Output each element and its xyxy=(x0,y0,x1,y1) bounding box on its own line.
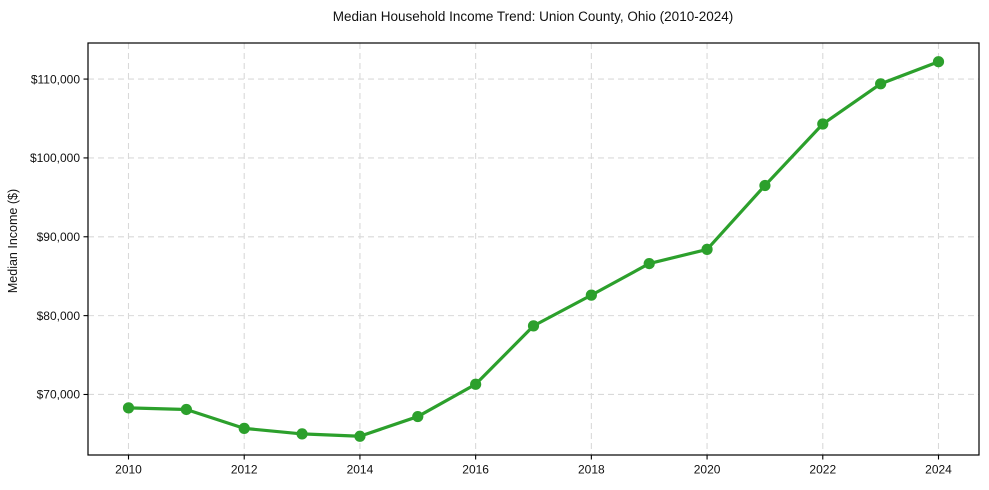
data-point-2010 xyxy=(122,402,135,414)
data-point-2013 xyxy=(296,428,308,440)
x-tick-label: 2016 xyxy=(462,463,489,477)
data-point-2012 xyxy=(238,422,250,434)
grid-layer xyxy=(88,43,979,455)
data-point-2023 xyxy=(875,78,887,90)
y-tick-label: $100,000 xyxy=(30,151,80,165)
x-tick-label: 2012 xyxy=(231,463,258,477)
y-tick-label: $70,000 xyxy=(37,388,81,402)
tick-layer: 2010 2012 2014 2016 2018 2020 2022 2024 $70,000 $… xyxy=(30,72,952,476)
y-tick-label: $80,000 xyxy=(37,309,81,323)
x-tick-label: 2024 xyxy=(925,463,952,477)
plot-border xyxy=(87,42,980,456)
data-point-2017 xyxy=(527,320,540,332)
data-point-2020 xyxy=(701,243,713,255)
data-point-2014 xyxy=(354,430,366,442)
trend-series xyxy=(122,56,945,442)
data-point-2019 xyxy=(643,257,655,270)
data-point-2022 xyxy=(817,118,829,130)
x-tick-label: 2010 xyxy=(115,463,142,477)
y-axis-label: Median Income ($) xyxy=(6,189,20,293)
data-point-2024 xyxy=(932,56,945,68)
x-tick-label: 2020 xyxy=(694,463,721,477)
data-point-2016 xyxy=(470,378,482,390)
x-tick-label: 2014 xyxy=(347,463,374,477)
data-point-2011 xyxy=(180,403,192,416)
y-tick-label: $110,000 xyxy=(31,72,80,86)
trend-line xyxy=(126,60,941,438)
chart-title: Median Household Income Trend: Union Cou… xyxy=(333,9,734,24)
data-point-2021 xyxy=(759,179,771,192)
y-tick-label: $90,000 xyxy=(37,230,81,244)
data-point-2015 xyxy=(412,410,424,423)
data-point-2018 xyxy=(585,289,597,301)
x-tick-label: 2018 xyxy=(578,463,605,477)
x-tick-label: 2022 xyxy=(809,463,836,477)
